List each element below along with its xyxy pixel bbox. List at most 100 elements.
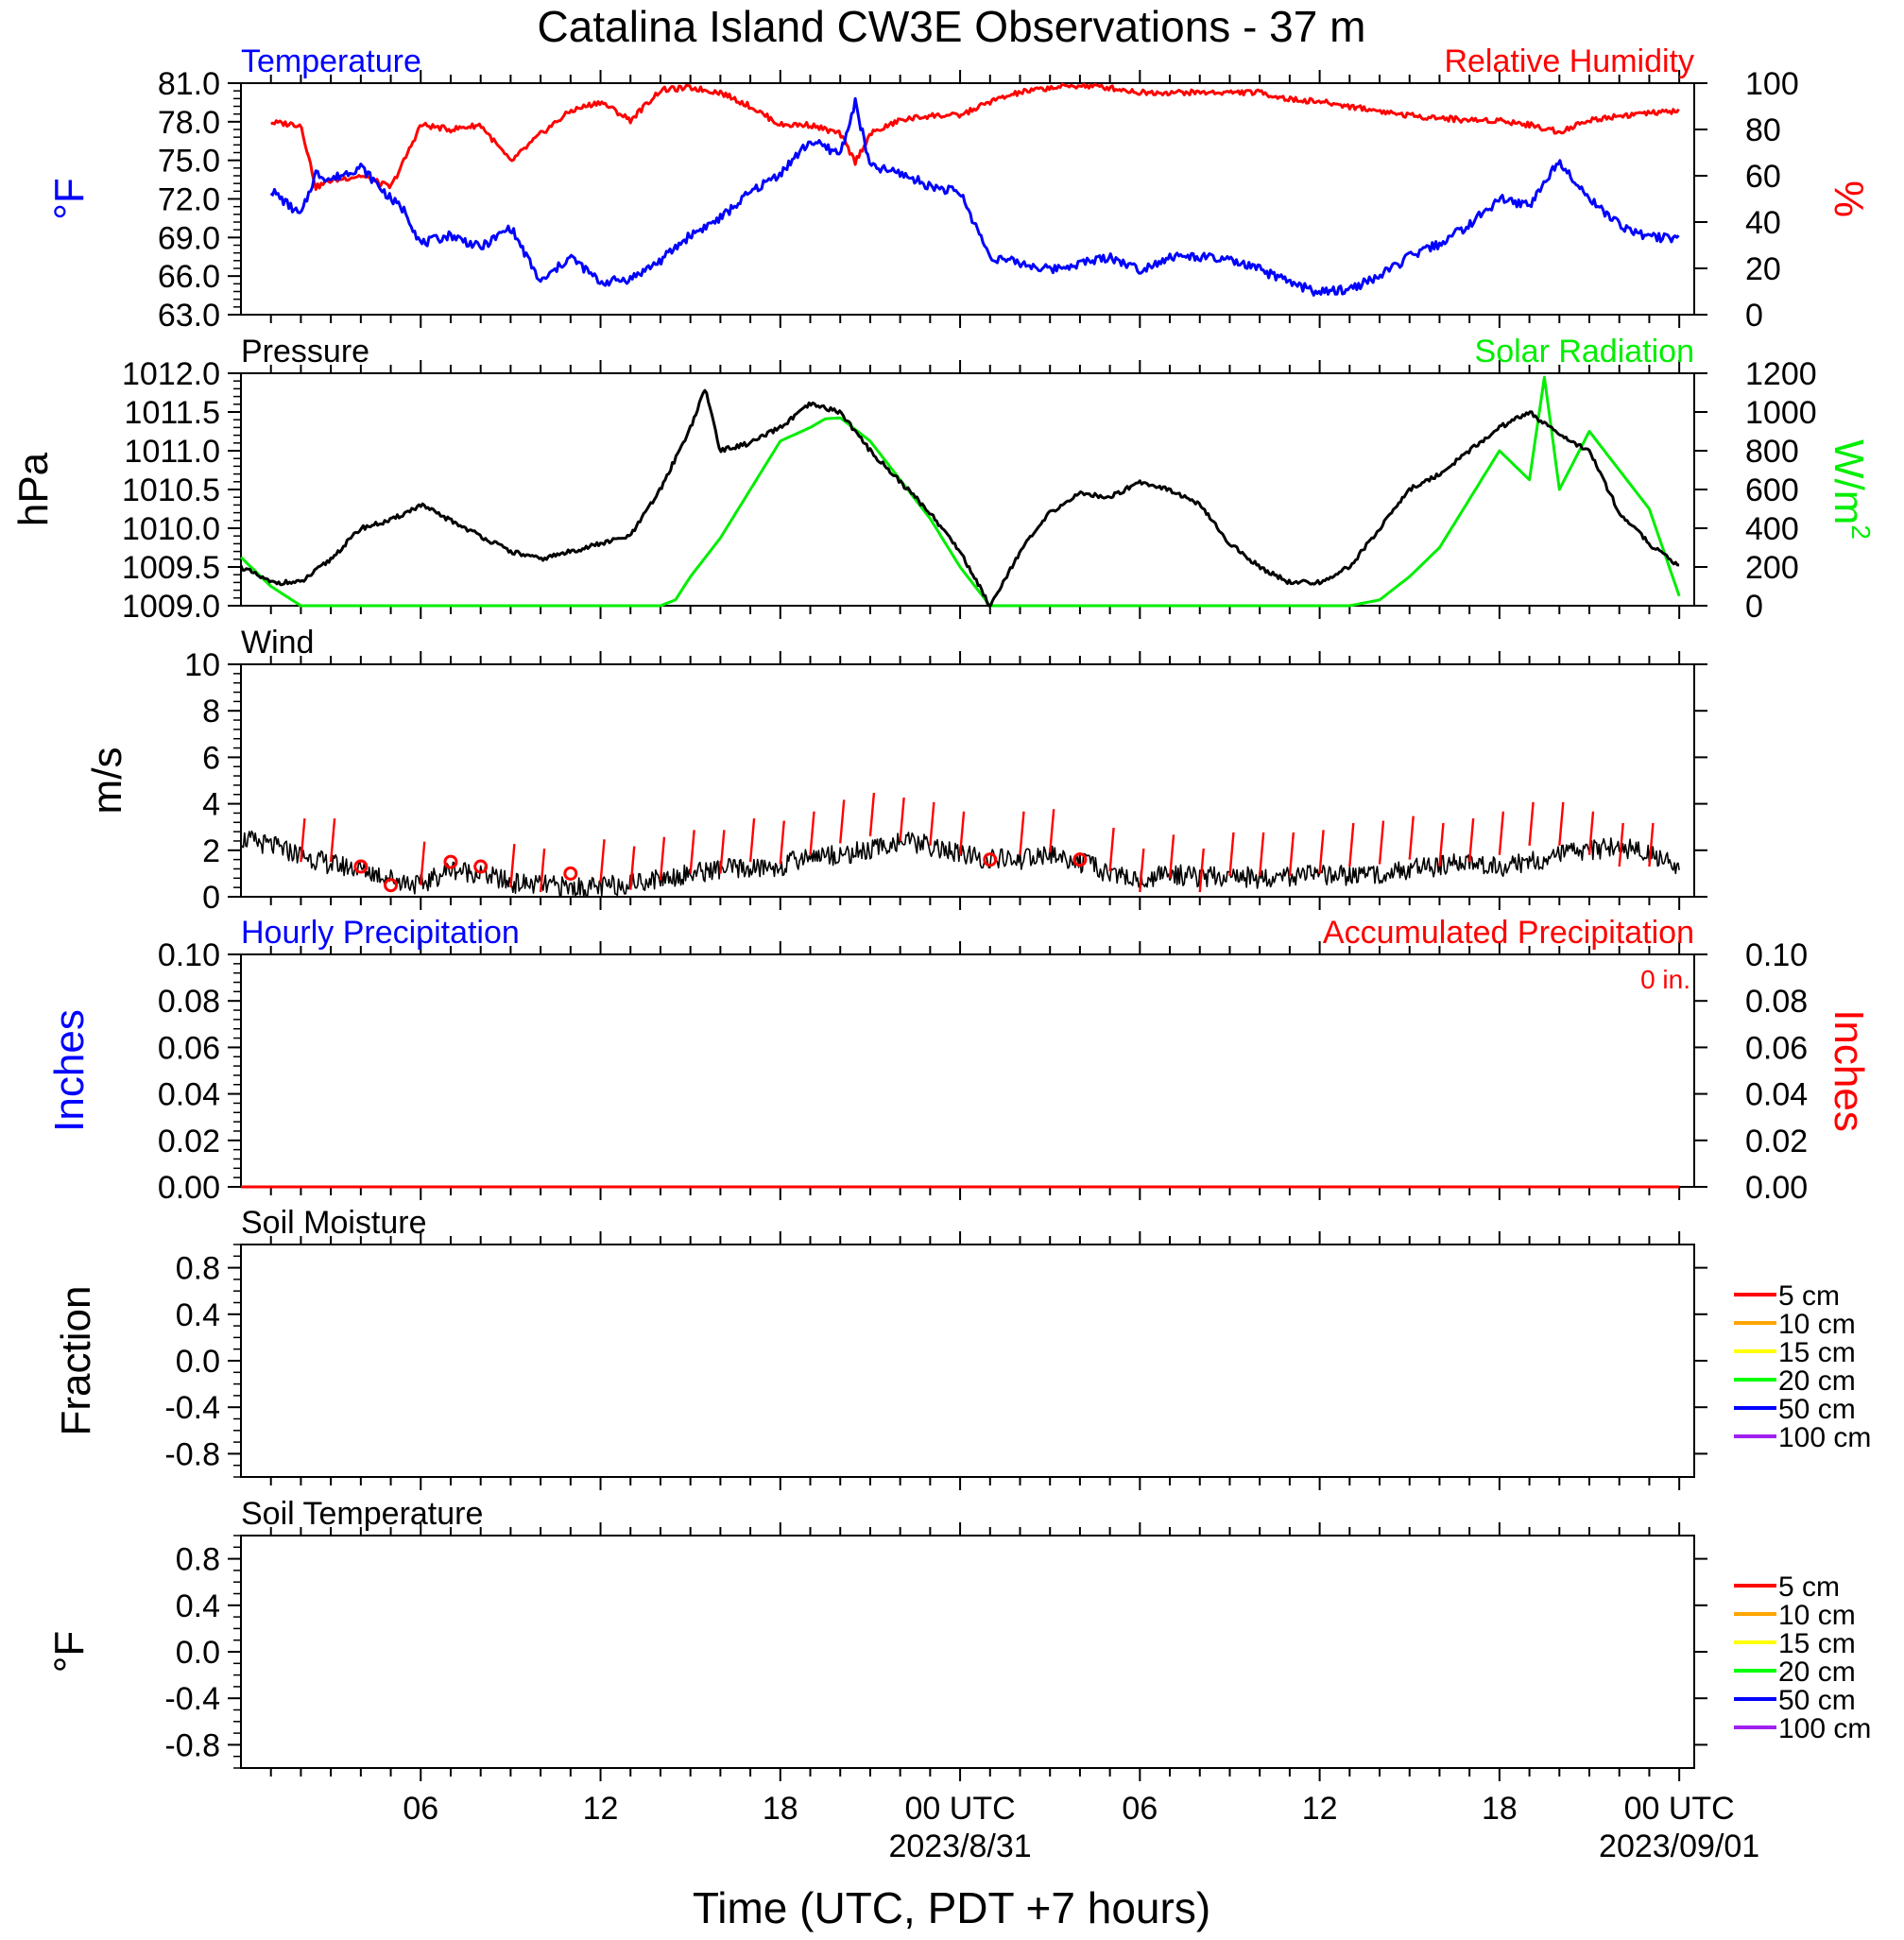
y-tick-label: 0 — [202, 880, 220, 916]
y-tick-label: -0.4 — [164, 1681, 220, 1717]
calm-wind-circle — [983, 852, 998, 867]
wind-barb — [1648, 822, 1655, 867]
y-tick-label: 0.8 — [176, 1251, 220, 1287]
panel-frame — [240, 1535, 1695, 1769]
y-tick-label: 2 — [202, 833, 220, 869]
y-tick-label: 1010.0 — [122, 511, 220, 547]
y-tick-label: 0.06 — [1745, 1030, 1808, 1066]
x-tick-label: 12 — [1302, 1791, 1338, 1827]
panel-frame — [240, 953, 1695, 1188]
temperature-axis-label: °F — [46, 178, 93, 219]
x-axis-label: Time (UTC, PDT +7 hours) — [693, 1883, 1210, 1932]
y-tick-label: 0.06 — [158, 1030, 220, 1066]
y-tick-label: -0.4 — [164, 1390, 220, 1426]
y-tick-label: 1010.5 — [122, 472, 220, 508]
legend-label: 15 cm — [1778, 1628, 1856, 1659]
y-tick-label: 1011.5 — [125, 395, 220, 431]
y-tick-label: 0.04 — [1745, 1077, 1808, 1113]
legend-label: 20 cm — [1778, 1657, 1856, 1688]
y-tick-label: 0.8 — [176, 1542, 220, 1578]
wind-barb — [719, 830, 726, 874]
y-tick-label: 75.0 — [158, 144, 220, 180]
y-tick-label: 1012.0 — [122, 356, 220, 392]
y-tick-label: 72.0 — [158, 182, 220, 218]
wind-barb — [689, 830, 695, 874]
wind-barb — [1467, 817, 1475, 863]
legend-label: 50 cm — [1778, 1394, 1856, 1425]
chart-title: Catalina Island CW3E Observations - 37 m — [538, 2, 1366, 51]
wind-barb — [1049, 809, 1055, 853]
y-tick-label: 0 — [1745, 298, 1763, 334]
wind-barb — [629, 846, 636, 890]
wind-barb — [1198, 848, 1205, 893]
wind-barb — [809, 811, 815, 855]
wind-barb — [1318, 830, 1325, 874]
y-tick-label: 66.0 — [158, 259, 220, 295]
pressure-axis-label: hPa — [10, 452, 57, 526]
y-tick-label: 60 — [1745, 159, 1781, 195]
pressure-title: Pressure — [241, 334, 369, 369]
y-tick-label: 100 — [1745, 66, 1799, 102]
y-tick-label: 63.0 — [158, 298, 220, 334]
y-tick-label: 0.02 — [158, 1124, 220, 1159]
hourly-precipitation-title: Hourly Precipitation — [241, 915, 520, 951]
wind-barb — [1408, 815, 1415, 860]
precipitation-axis-label-left: Inches — [46, 1009, 93, 1132]
x-tick-label: 18 — [763, 1791, 798, 1827]
legend-label: 10 cm — [1778, 1309, 1856, 1340]
wind-barb — [1348, 822, 1355, 867]
precipitation-axis-label-right: Inches — [1826, 1009, 1872, 1132]
panel-precipitation: 0.00 0.02 0.04 0.06 0.08 0.10 0.00 0.02 0.04 0.06… — [46, 915, 1872, 1206]
wind-barb — [1587, 811, 1595, 855]
wind-barb — [420, 841, 426, 885]
y-tick-label: 0.10 — [158, 937, 220, 973]
y-tick-label: 400 — [1745, 511, 1799, 547]
wind-barb — [1498, 811, 1505, 855]
y-tick-label: 0.04 — [158, 1077, 220, 1113]
soil-moisture-axis-label: Fraction — [53, 1286, 99, 1436]
wind-barb — [748, 817, 756, 863]
y-tick-label: 0.0 — [176, 1635, 220, 1671]
accumulated-total-label: 0 in. — [1640, 965, 1690, 994]
humidity-line — [270, 82, 1680, 192]
pressure-line — [239, 388, 1680, 608]
x-date-label: 2023/09/01 — [1599, 1828, 1759, 1864]
wind-barb — [329, 817, 336, 863]
x-tick-label: 00 UTC — [1624, 1791, 1735, 1827]
soil-moisture-title: Soil Moisture — [241, 1205, 427, 1241]
wind-barb — [1618, 822, 1624, 867]
wind-barb — [300, 817, 306, 863]
y-tick-label: 80 — [1745, 112, 1781, 148]
y-tick-label: 1000 — [1745, 395, 1817, 431]
y-tick-label: 0 — [1745, 589, 1763, 625]
x-tick-label: 12 — [583, 1791, 619, 1827]
calm-wind-circle — [443, 854, 458, 869]
y-tick-label: 78.0 — [158, 105, 220, 141]
y-tick-label: 1009.5 — [122, 550, 220, 586]
accumulated-precipitation-title: Accumulated Precipitation — [1323, 915, 1694, 951]
wind-title: Wind — [241, 625, 314, 661]
y-tick-label: 800 — [1745, 434, 1799, 470]
soil-temperature-axis-label: °F — [46, 1631, 93, 1673]
y-tick-label: 0.00 — [1745, 1170, 1808, 1206]
y-tick-label: 0.08 — [1745, 984, 1808, 1020]
y-tick-label: 10 — [184, 647, 220, 683]
wind-barb — [839, 799, 846, 844]
solar-radiation-title: Solar Radiation — [1475, 334, 1694, 369]
x-tick-label: 06 — [403, 1791, 438, 1827]
solar-axis-label-superscript: 2 — [1846, 524, 1876, 540]
legend-label: 50 cm — [1778, 1685, 1856, 1716]
wind-barb — [1019, 811, 1025, 855]
x-tick-label: 00 UTC — [905, 1791, 1016, 1827]
humidity-axis-label: % — [1826, 180, 1872, 217]
legend-label: 100 cm — [1778, 1422, 1871, 1453]
calm-wind-circle — [1072, 852, 1088, 867]
y-tick-label: 69.0 — [158, 220, 220, 256]
temperature-title: Temperature — [241, 43, 421, 79]
legend-label: 20 cm — [1778, 1365, 1856, 1397]
calm-wind-circle — [353, 859, 369, 874]
wind-barb — [1228, 832, 1235, 876]
x-tick-label: 18 — [1482, 1791, 1518, 1827]
panel-soil-moisture: -0.8 -0.4 0.0 0.4 0.8 Soil Moisture Fraction 5 … — [53, 1205, 1871, 1490]
